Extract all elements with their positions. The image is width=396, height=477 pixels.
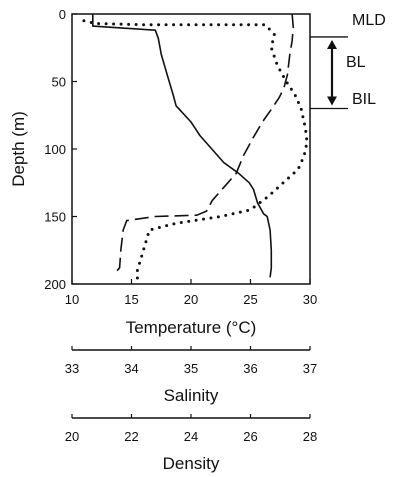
salinity-tick-label: 37 (303, 361, 317, 376)
salinity-tick-label: 36 (243, 361, 257, 376)
depth-tick-label: 200 (44, 277, 66, 292)
bl-arrow-head-down (327, 96, 337, 106)
density-tick-label: 26 (243, 429, 257, 444)
density-tick-label: 24 (184, 429, 198, 444)
temperature-tick-label: 10 (65, 292, 79, 307)
temperature-series-line (114, 13, 295, 274)
series-group (82, 13, 309, 285)
depth-tick-label: 0 (59, 7, 66, 22)
depth-tick-label: 150 (44, 210, 66, 225)
temperature-tick-label: 30 (303, 292, 317, 307)
salinity-tick-label: 35 (184, 361, 198, 376)
depth-axis-group: Depth (m) 0 50 100 150 200 (9, 7, 77, 292)
density-tick-label: 20 (65, 429, 79, 444)
salinity-series-line (92, 14, 273, 278)
depth-tick-label: 50 (52, 75, 66, 90)
temperature-axis-title: Temperature (°C) (126, 318, 257, 337)
depth-tick-label: 100 (44, 142, 66, 157)
bil-label: BIL (352, 91, 376, 108)
bl-label: BL (346, 54, 366, 71)
mld-label: MLD (352, 12, 386, 29)
depth-axis-title: Depth (m) (9, 111, 28, 187)
density-tick-label: 22 (124, 429, 138, 444)
temperature-tick-label: 15 (124, 292, 138, 307)
density-axis-title: Density (163, 454, 220, 473)
salinity-tick-label: 34 (124, 361, 138, 376)
x-axes-group: 10 15 20 25 30 Temperature (°C) 33 34 35 36 37 Sali… (65, 279, 317, 473)
bl-arrow-head-up (327, 39, 337, 49)
temperature-tick-label: 20 (184, 292, 198, 307)
density-series-line (82, 19, 309, 285)
plot-frame-group (71, 13, 311, 285)
plot-frame (71, 13, 311, 285)
temperature-tick-label: 25 (243, 292, 257, 307)
annotations-group: MLD BL BIL (310, 12, 386, 110)
salinity-axis-title: Salinity (164, 386, 219, 405)
density-tick-label: 28 (303, 429, 317, 444)
salinity-tick-label: 33 (65, 361, 79, 376)
